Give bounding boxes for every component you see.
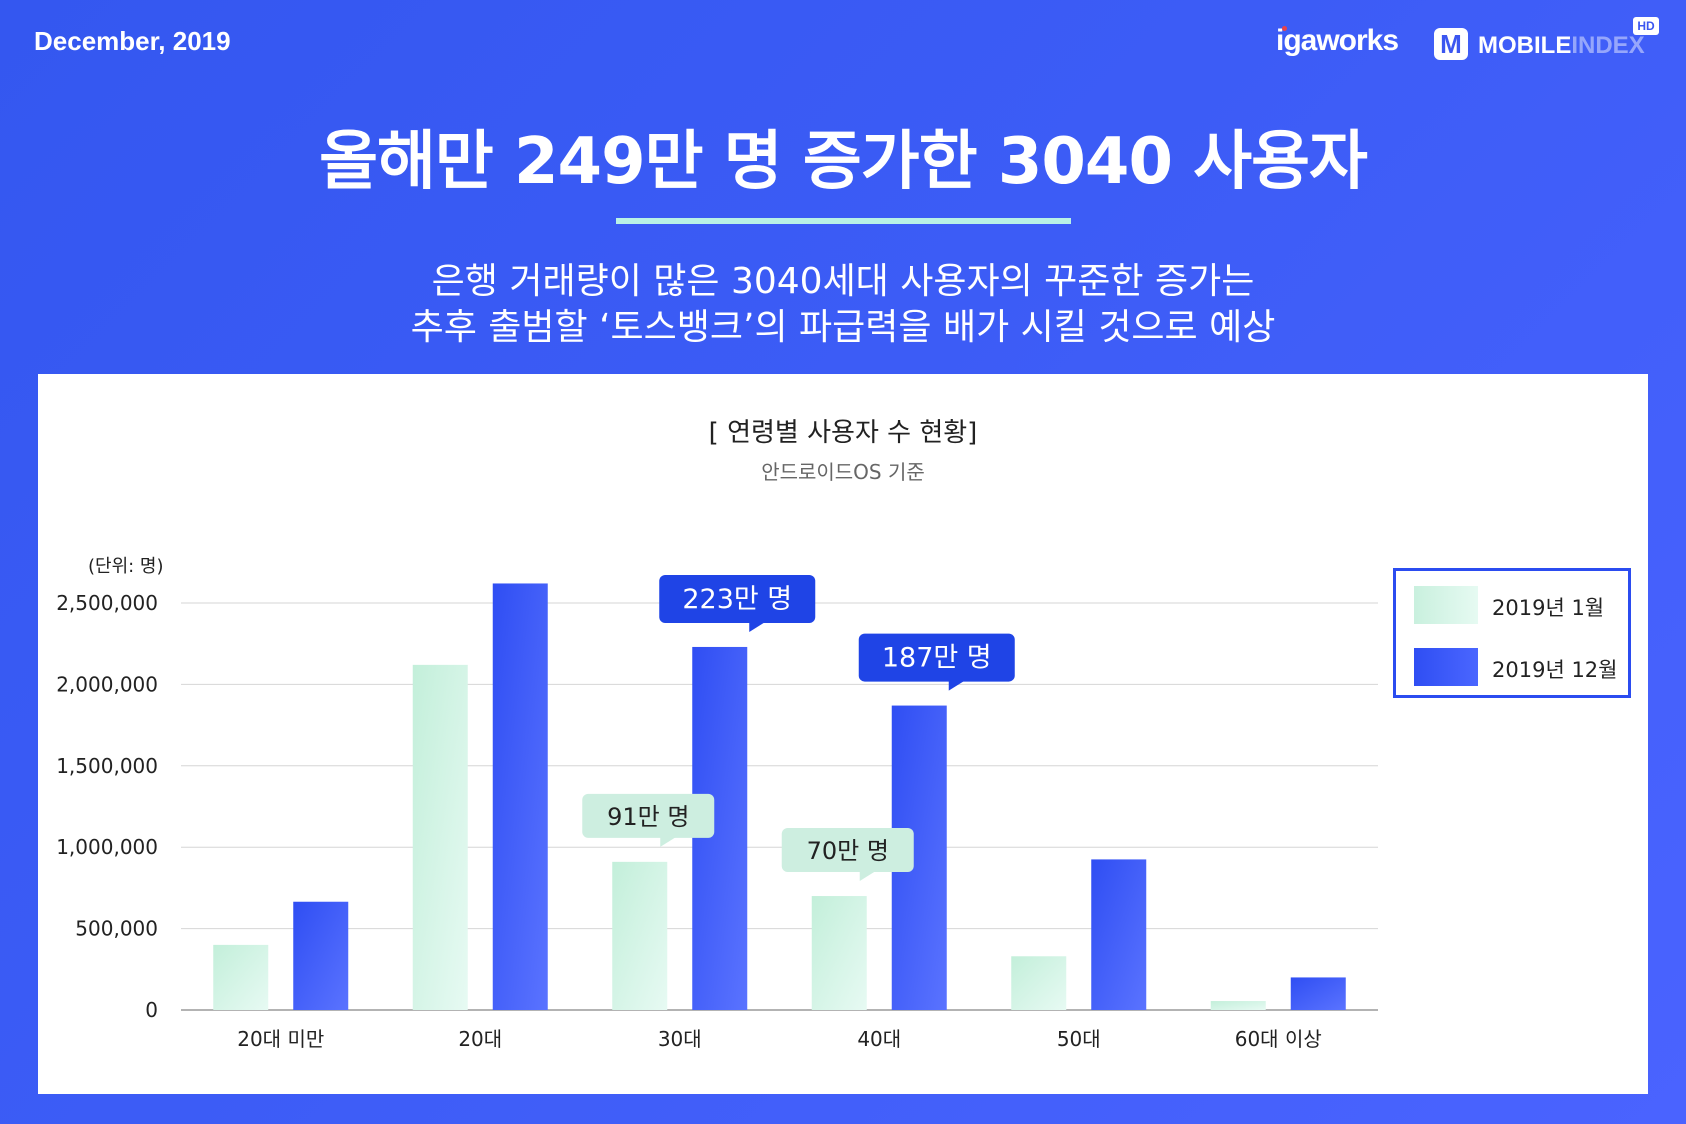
- bar: [612, 861, 668, 1010]
- report-date: December, 2019: [34, 26, 231, 56]
- igaworks-logo: igaworks: [1276, 24, 1399, 58]
- callout-text: 91만 명: [607, 803, 689, 831]
- y-tick-label: 1,500,000: [56, 754, 158, 778]
- y-tick-label: 2,500,000: [56, 591, 158, 615]
- bar: [1290, 977, 1346, 1010]
- unit-label: (단위: 명): [88, 556, 164, 577]
- bar: [492, 583, 548, 1010]
- mobileindex-logo-text: MOBILEINDEX: [1478, 32, 1645, 59]
- legend-swatch-dec: [1414, 648, 1478, 686]
- callout-text: 70만 명: [807, 837, 889, 865]
- chart-title: [ 연령별 사용자 수 현황]: [708, 418, 978, 448]
- x-tick-label: 60대 이상: [1235, 1027, 1322, 1051]
- subtitle-line-2: 추후 출범할 ‘토스뱅크’의 파급력을 배가 시킬 것으로 예상: [410, 307, 1276, 348]
- y-tick-label: 500,000: [75, 917, 158, 941]
- mobileindex-m-icon: M: [1434, 28, 1468, 60]
- legend: 2019년 1월 2019년 12월: [1393, 568, 1631, 698]
- callout-tail: [749, 621, 766, 632]
- x-tick-label: 40대: [857, 1027, 901, 1051]
- legend-swatch-jan: [1414, 586, 1478, 624]
- callout-tail: [948, 680, 965, 691]
- callout-light: [582, 793, 715, 838]
- x-tick-label: 20대: [458, 1027, 502, 1051]
- bar: [1011, 956, 1067, 1010]
- y-tick-label: 2,000,000: [56, 672, 158, 696]
- legend-label-dec: 2019년 12월: [1492, 658, 1618, 682]
- x-tick-label: 30대: [658, 1027, 702, 1051]
- hd-badge: HD: [1633, 17, 1659, 35]
- logo-dot-icon: [1282, 26, 1287, 31]
- x-tick-label: 50대: [1057, 1027, 1101, 1051]
- callout-text: 187만 명: [882, 643, 992, 674]
- igaworks-logo-text: igaworks: [1276, 24, 1399, 57]
- bar: [293, 901, 349, 1010]
- callout-tail: [859, 871, 876, 882]
- bar: [811, 896, 867, 1010]
- x-tick-label: 20대 미만: [237, 1027, 324, 1051]
- legend-label-jan: 2019년 1월: [1492, 596, 1605, 620]
- bar: [1210, 1001, 1266, 1010]
- callout-light: [781, 828, 914, 873]
- chart-panel: [ 연령별 사용자 수 현황] 안드로이드OS 기준 (단위: 명) 0 500,…: [38, 374, 1648, 1094]
- headline-divider: [616, 218, 1071, 224]
- chart-subtitle: 안드로이드OS 기준: [761, 460, 925, 484]
- bar-chart: 0 500,000 1,000,000 1,500,000 2,000,000 2,500…: [56, 574, 1378, 1051]
- bar: [412, 664, 468, 1010]
- bar: [213, 944, 269, 1010]
- y-tick-label: 1,000,000: [56, 835, 158, 859]
- callout-text: 223만 명: [682, 584, 792, 615]
- headline: 올해만 249만 명 증가한 3040 사용자: [319, 125, 1368, 199]
- callout-dark: [659, 574, 816, 623]
- y-tick-label: 0: [145, 998, 158, 1022]
- bar: [1091, 859, 1147, 1010]
- callout-dark: [858, 633, 1015, 682]
- subtitle-line-1: 은행 거래량이 많은 3040세대 사용자의 꾸준한 증가는: [431, 261, 1255, 302]
- callout-tail: [660, 836, 677, 847]
